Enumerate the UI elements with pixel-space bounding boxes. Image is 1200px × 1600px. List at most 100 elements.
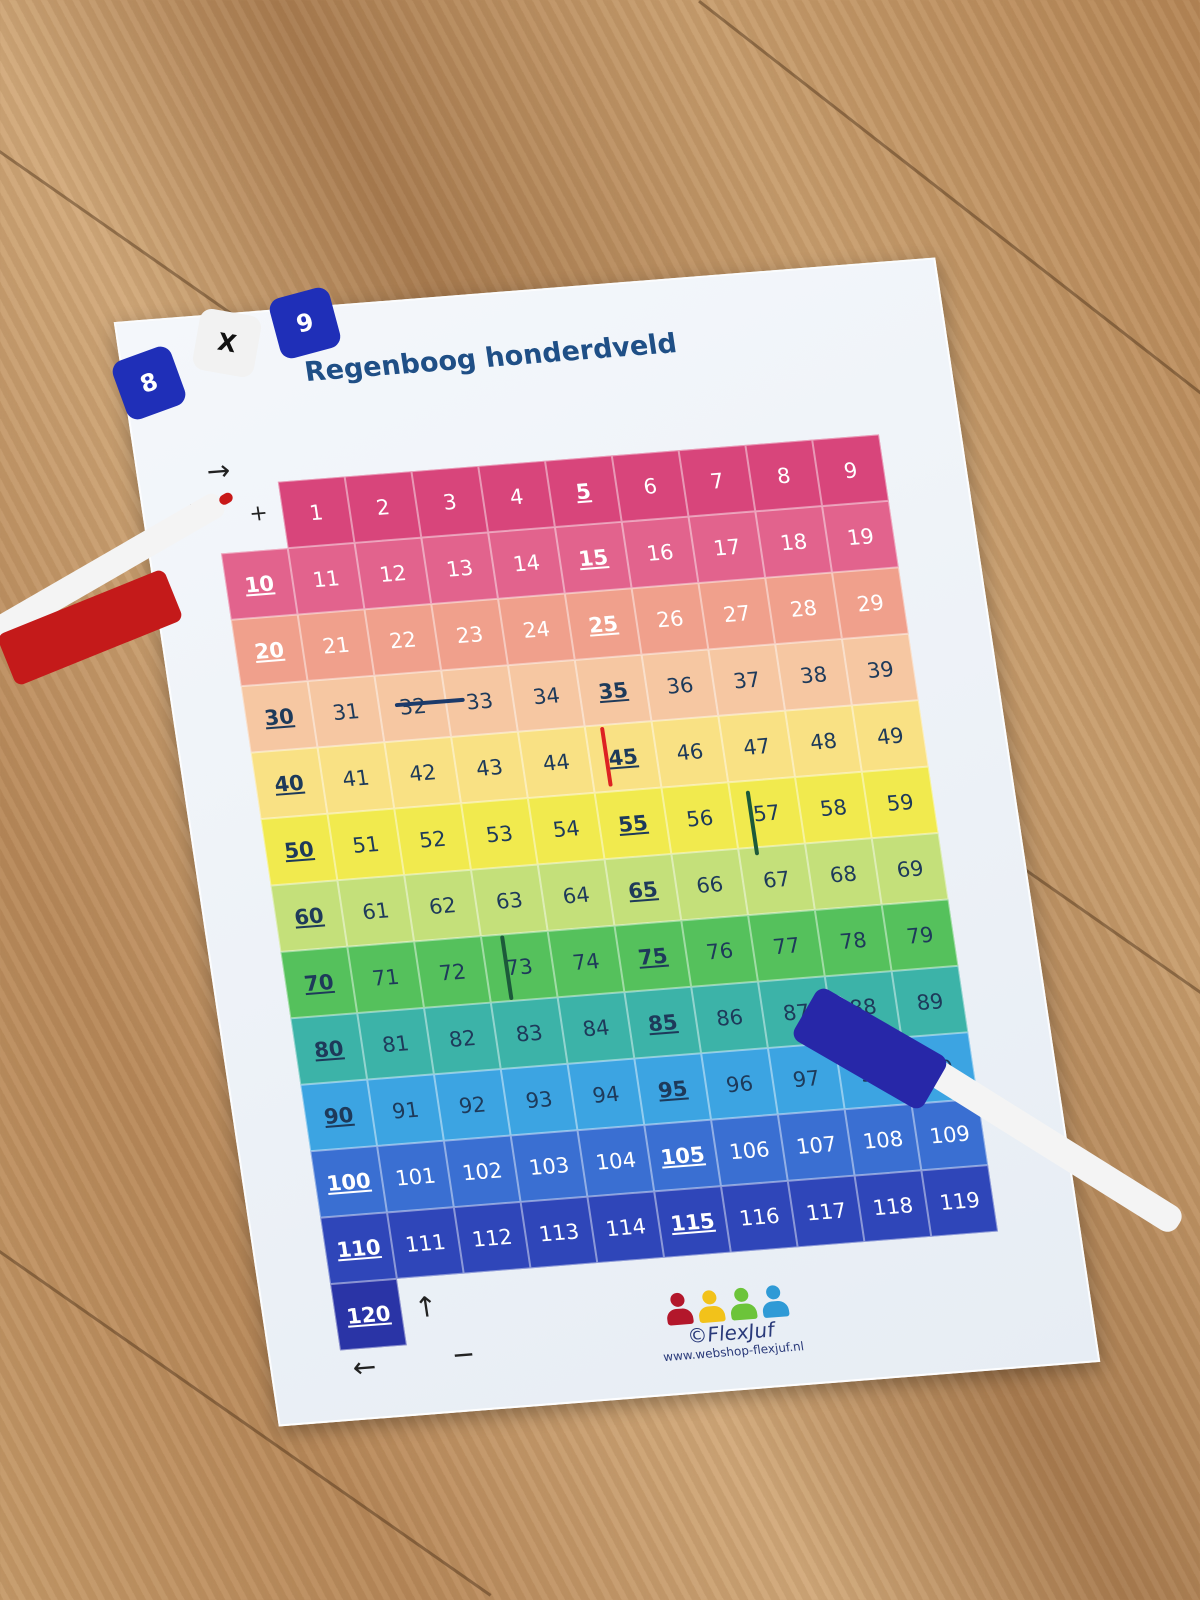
number-cell: 41	[317, 742, 395, 814]
number-cell: 120	[330, 1278, 407, 1351]
number-cell: 15	[554, 521, 632, 594]
number-cell: 83	[490, 997, 568, 1070]
person-icon	[726, 1287, 759, 1321]
number-cell: 31	[307, 675, 385, 748]
empty-cell	[211, 482, 288, 554]
number-cell: 30	[240, 680, 318, 753]
number-cell: 46	[651, 715, 729, 788]
number-cell: 89	[891, 965, 969, 1038]
number-cell: 73	[480, 930, 558, 1003]
number-cell: 70	[280, 946, 358, 1019]
number-cell: 45	[584, 721, 662, 793]
number-cell: 7	[678, 444, 756, 517]
number-cell: 106	[711, 1114, 788, 1187]
number-cell: 44	[517, 726, 595, 799]
number-cell: 108	[844, 1103, 922, 1176]
number-cell: 14	[488, 527, 565, 599]
person-icon	[694, 1289, 727, 1324]
number-cell: 82	[424, 1002, 501, 1075]
number-cell: 107	[777, 1109, 855, 1181]
number-cell: 55	[594, 787, 672, 860]
number-cell: 96	[701, 1048, 778, 1120]
number-cell: 36	[641, 649, 719, 722]
number-cell: 111	[386, 1207, 464, 1279]
number-cell: 114	[587, 1191, 665, 1264]
number-cell: 32	[374, 670, 452, 743]
number-cell: 101	[377, 1140, 454, 1213]
number-cell: 2	[344, 471, 422, 543]
number-cell: 110	[320, 1212, 397, 1285]
number-cell: 49	[851, 700, 929, 772]
number-cell: 119	[921, 1165, 999, 1237]
number-cell: 67	[738, 843, 815, 916]
number-cell: 71	[347, 941, 425, 1014]
number-cell: 92	[433, 1069, 511, 1141]
number-cell: 118	[854, 1170, 932, 1243]
number-cell: 1	[277, 476, 355, 549]
number-cell: 58	[794, 771, 872, 844]
number-cell: 105	[644, 1119, 721, 1192]
arrow-right-icon: →	[204, 453, 233, 489]
number-cell: 112	[453, 1201, 531, 1274]
person-icon	[662, 1292, 695, 1326]
number-cell: 75	[614, 920, 692, 993]
number-cell: 8	[745, 439, 823, 512]
number-cell: 43	[451, 731, 528, 804]
number-cell: 102	[443, 1135, 521, 1208]
number-cell: 23	[431, 598, 508, 671]
number-cell: 93	[500, 1063, 578, 1136]
number-cell: 29	[831, 567, 909, 639]
number-cell: 42	[384, 736, 462, 809]
number-cell: 18	[755, 506, 832, 578]
number-grid: 1 2 3 4 5 6 7 8 9 10 11 12 13 14 15 16 17 18 19 20 21 22 23 24 2…	[211, 434, 1008, 1351]
number-cell: 24	[498, 593, 575, 666]
number-cell: 19	[822, 500, 899, 573]
number-cell: 100	[310, 1145, 387, 1218]
number-cell: 5	[544, 455, 622, 528]
number-cell: 65	[604, 853, 682, 926]
number-cell: 86	[691, 981, 768, 1054]
number-cell: 9	[812, 434, 889, 507]
number-cell: 113	[520, 1196, 598, 1269]
number-cell: 37	[708, 644, 786, 716]
number-cell: 39	[841, 633, 919, 706]
number-cell: 117	[787, 1175, 865, 1248]
number-cell: 17	[688, 511, 766, 584]
number-cell: 66	[671, 848, 749, 921]
number-cell: 50	[260, 813, 338, 886]
number-cell: 20	[230, 614, 308, 687]
die[interactable]: X	[191, 307, 263, 379]
number-cell: 27	[698, 577, 776, 650]
number-cell: 10	[220, 548, 298, 620]
number-cell: 47	[718, 710, 795, 783]
number-cell: 69	[871, 832, 949, 905]
number-cell: 28	[765, 572, 842, 645]
number-cell: 35	[574, 654, 652, 727]
number-cell: 94	[567, 1058, 645, 1131]
number-cell: 21	[297, 609, 375, 681]
arrow-left-icon: ←	[350, 1349, 379, 1385]
number-cell: 59	[861, 766, 939, 839]
number-cell: 84	[557, 992, 635, 1064]
number-cell: 79	[881, 899, 959, 972]
number-cell: 116	[720, 1180, 798, 1253]
number-cell: 34	[507, 659, 585, 732]
arrow-up-icon: ↑	[411, 1289, 441, 1325]
number-cell: 91	[367, 1074, 444, 1146]
number-cell: 72	[414, 936, 491, 1008]
number-cell: 62	[404, 869, 481, 942]
number-cell: 12	[354, 537, 432, 610]
person-icon	[758, 1284, 791, 1319]
number-cell: 103	[510, 1130, 588, 1202]
number-cell: 11	[287, 542, 365, 615]
number-cell: 63	[470, 864, 548, 937]
number-cell: 26	[631, 583, 709, 655]
number-cell: 53	[461, 798, 538, 870]
number-cell: 51	[327, 808, 405, 881]
number-cell: 54	[527, 792, 605, 865]
number-cell: 104	[577, 1124, 655, 1197]
number-cell: 80	[290, 1013, 368, 1085]
number-cell: 57	[728, 777, 805, 849]
number-cell: 3	[411, 465, 489, 538]
number-cell: 81	[357, 1007, 434, 1080]
